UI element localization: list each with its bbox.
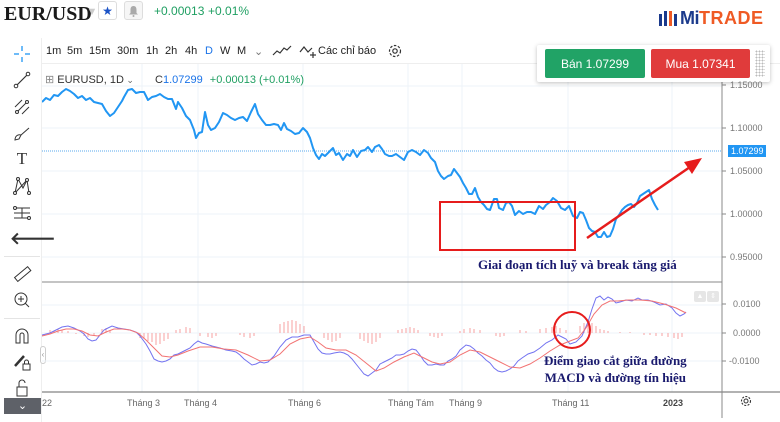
prediction-icon[interactable] [12,203,32,223]
time-axis-label: Tháng 6 [288,398,322,408]
symbol-dropdown-icon[interactable]: ▼ [86,6,98,18]
trendline-icon[interactable] [12,70,32,90]
price-axis-label: 0.95000 [730,252,763,262]
accumulation-box [439,201,576,251]
price-chart[interactable] [42,64,780,422]
legend-close-prefix: C [155,74,163,86]
alert-bell-icon[interactable] [124,1,143,20]
unlock-icon[interactable] [12,377,32,397]
buy-button[interactable]: Mua 1.07341 [651,49,750,78]
change-percent: +0.01% [208,4,250,18]
axis-settings-gear-icon[interactable] [739,394,753,408]
indicators-button[interactable]: Các chỉ báo [318,45,377,57]
timeframe-2h[interactable]: 2h [165,45,178,57]
timeframe-m[interactable]: M [237,45,247,57]
timeframe-1h[interactable]: 1h [146,45,159,57]
timeframe-5m[interactable]: 5m [67,45,83,57]
zoom-in-icon[interactable] [12,290,32,310]
pattern-icon[interactable] [12,176,32,196]
collapse-toolbar-chevron-icon[interactable]: ⌄ [4,398,41,414]
tool-divider [4,256,40,257]
time-axis-label: Tháng 11 [552,398,590,408]
time-axis-label: Tháng 9 [449,398,483,408]
price-axis-label: 1.10000 [730,123,763,133]
indicators-icon[interactable] [299,44,317,58]
accumulation-annotation: Giai đoạn tích luỹ và break tăng giá [478,257,677,272]
trade-panel-drag-handle[interactable] [755,50,765,77]
macd-axis-label: 0.0000 [733,328,761,338]
favorite-star-icon[interactable]: ★ [98,1,117,20]
mitrade-logo-icon [659,11,677,26]
lock-drawings-icon[interactable] [12,352,32,372]
timeframe-w[interactable]: W [220,45,231,57]
pane-resize-icon[interactable]: ⇕ [707,291,719,302]
price-axis-label: 1.15000 [730,80,763,90]
magnet-icon[interactable] [12,326,32,346]
macd-histogram [49,320,683,345]
legend-change: +0.00013 (+0.01%) [209,74,304,86]
price-axis-label: 1.05000 [730,166,763,176]
text-tool-icon[interactable]: T [16,149,28,168]
current-price-badge: 1.07299 [728,145,766,157]
uptrend-arrowhead [684,158,702,174]
time-axis-label: 2023 [663,398,684,408]
timeframe-d[interactable]: D [205,45,213,57]
timeframe-15m[interactable]: 15m [89,45,111,57]
crossover-annotation: Điểm giao cắt giữa đường MACD và đường t… [544,353,687,385]
timeframe-30m[interactable]: 30m [117,45,139,57]
timeframe-more-chevron-icon[interactable]: ⌄ [254,46,264,58]
chart-legend: ⊞ EURUSD, 1D ⌄ C1.07299 +0.00013 (+0.01%… [45,73,304,86]
macd-axis-label: 0.0100 [733,299,761,309]
mitrade-logo: Mi TRADE [658,8,764,28]
signal-line [42,299,687,372]
macd-axis-label: -0.0100 [729,356,760,366]
chart-toolbar [0,38,780,64]
time-axis-label: Tháng 3 [127,398,161,408]
chart-type-line-icon[interactable] [272,45,292,57]
symbol-title: EUR/USD [4,3,92,25]
price-series-line [42,88,659,238]
brush-icon[interactable] [12,124,32,144]
crossover-circle [553,311,591,349]
legend-expand-icon[interactable]: ⊞ [45,74,55,86]
crosshair-icon[interactable] [12,44,32,64]
back-arrow-icon[interactable]: 🡐 [10,229,56,248]
legend-close-value: 1.07299 [162,74,203,86]
price-axis-label: 1.00000 [730,209,763,219]
top-bar: EUR/USD ▼ ★ +0.00013 +0.01% Mi TRADE [0,0,780,30]
ruler-icon[interactable] [12,264,32,284]
fibonacci-icon[interactable] [12,97,32,117]
legend-symbol[interactable]: EURUSD, 1D [57,74,124,86]
pane-maximize-icon[interactable]: ▲ [694,291,706,302]
sell-button[interactable]: Bán 1.07299 [545,49,645,78]
change-absolute: +0.00013 [154,4,205,18]
legend-chevron-icon[interactable]: ⌄ [123,75,134,85]
time-axis-label: 22 [42,398,53,408]
timeframe-4h[interactable]: 4h [185,45,198,57]
trade-panel: Bán 1.07299 Mua 1.07341 [537,45,770,82]
tool-divider [4,318,40,319]
macd-line [42,295,687,377]
uptrend-arrow [586,165,691,240]
settings-gear-icon[interactable] [387,43,403,59]
timeframe-1m[interactable]: 1m [46,45,62,57]
time-axis-label: Tháng Tám [388,398,434,408]
time-axis-label: Tháng 4 [184,398,218,408]
panel-toggle-handle[interactable]: ‹ [40,346,46,364]
